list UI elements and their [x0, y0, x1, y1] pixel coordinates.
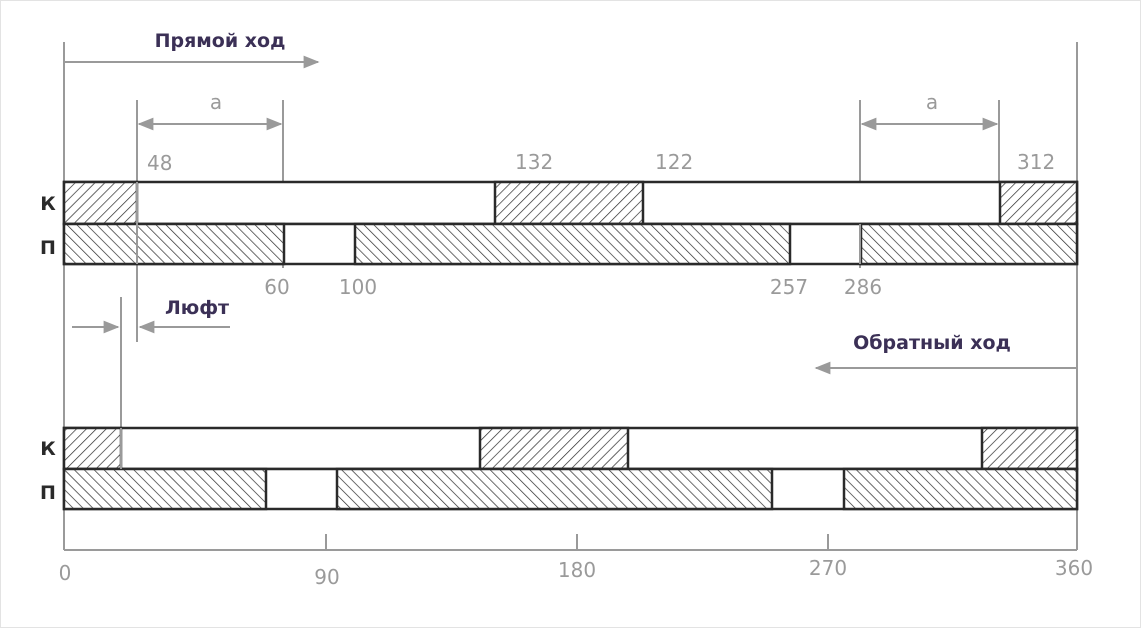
mark-286: 286 [844, 275, 882, 299]
reverse-row-p [62, 467, 1079, 511]
row-label-p-reverse: П [40, 482, 56, 504]
hatched-segment [62, 222, 286, 266]
hatched-segment [998, 180, 1079, 226]
hatched-segment [493, 180, 645, 226]
hatched-segment [353, 222, 792, 266]
axis-label-360: 360 [1055, 556, 1093, 580]
hatched-segment [859, 222, 1079, 266]
hatched-segment [980, 426, 1079, 471]
backlash-label: Люфт [165, 297, 229, 319]
mark-60: 60 [264, 275, 289, 299]
reverse-title: Обратный ход [853, 332, 1011, 354]
hatched-segment [62, 426, 123, 471]
clearance-label-right: а [926, 90, 938, 114]
hatched-segment [478, 426, 630, 471]
clearance-label-left: а [210, 90, 222, 114]
row-label-k-forward: К [40, 193, 56, 215]
axis-label-0: 0 [59, 561, 72, 585]
hatched-segment [842, 467, 1079, 511]
axis-label-180: 180 [558, 558, 596, 582]
row-label-p-forward: П [40, 237, 56, 259]
hatched-segment [62, 180, 139, 226]
mark-257: 257 [770, 275, 808, 299]
axis-label-90: 90 [314, 565, 339, 589]
mark-100: 100 [339, 275, 377, 299]
mark-122: 122 [655, 150, 693, 174]
row-label-k-reverse: К [40, 438, 56, 460]
forward-title: Прямой ход [155, 30, 286, 52]
mark-48: 48 [147, 151, 172, 175]
hatched-segment [335, 467, 774, 511]
axis-label-270: 270 [809, 556, 847, 580]
forward-row-k [62, 180, 1079, 226]
hatched-segment [62, 467, 268, 511]
reverse-row-k [62, 426, 1079, 471]
mark-132: 132 [515, 150, 553, 174]
forward-row-p [62, 222, 1079, 266]
mark-312: 312 [1017, 150, 1055, 174]
